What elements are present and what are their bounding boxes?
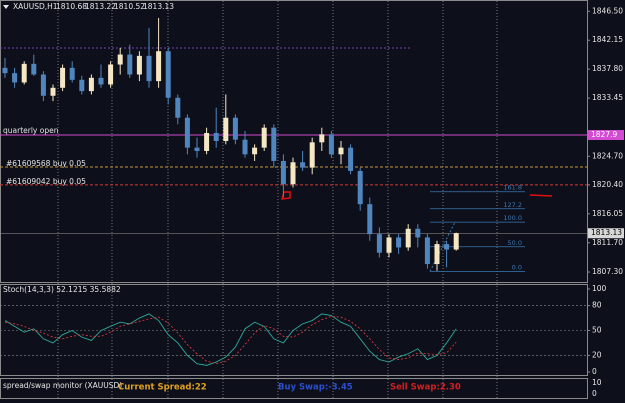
candle-body [79,79,85,92]
y-tick-label: 1816.05 [592,209,623,218]
price-tag [588,228,624,239]
candle-body [2,67,8,74]
candle-body [357,170,363,205]
stoch-tick-label: 80 [592,301,602,310]
y-tick-label: 1842.15 [592,35,623,44]
candle-body [50,87,56,96]
main-pane [0,0,588,283]
candle-body [300,162,306,168]
monitor-item: Sell Swap:2.30 [390,383,461,393]
candle-body [319,134,325,143]
stoch-tick-label: 20 [592,350,602,359]
candle-body [60,67,66,88]
candle-body [165,51,171,98]
monitor-tick-label: 0 [592,389,597,398]
y-tick-label: 1820.40 [592,180,623,189]
candle-body [280,160,286,185]
candle-body [232,117,238,140]
fib-label: 100.0 [503,214,522,222]
fib-label: 50.0 [508,239,522,247]
candle-body [146,55,152,82]
annotation [280,191,291,200]
menu-arrow[interactable] [3,5,9,9]
candle-body [261,127,267,148]
candle-body [31,63,37,75]
candle-body [434,244,440,265]
candle-body [453,233,459,250]
candle-body [127,54,133,75]
candle-body [242,139,248,155]
fib-label: 127.2 [503,201,522,209]
stoch-main [4,313,457,366]
candle-body [69,67,75,80]
symbol: XAUUSD,H1 [13,2,58,11]
y-tick-label: 1811.70 [592,238,623,247]
candle-body [156,51,162,82]
monitor-tick-label: 10 [592,378,602,387]
candle-body [444,244,450,250]
y-tick-label: 1846.50 [592,6,623,15]
candle-body [396,237,402,248]
candle-body [309,142,315,168]
candle-body [338,147,344,155]
candle-body [290,162,296,185]
candle-body [415,228,421,238]
candle-body [40,74,46,96]
candle-body [184,117,190,148]
candle-body [328,134,334,155]
price-tag [588,130,624,141]
order-label: #61609568 buy 0.05 [6,159,86,168]
annotation [529,194,553,197]
y-tick-label: 1807.30 [592,267,623,276]
candle-body [252,147,258,155]
monitor-item: Buy Swap:-3.45 [278,383,353,393]
y-tick-label: 1837.80 [592,64,623,73]
candle-body [98,77,104,85]
stoch-tick-label: 50 [592,326,602,335]
open: 1810.68 [56,2,87,11]
candle-body [117,54,123,65]
monitor-item: Current Spread:22 [118,383,207,393]
candle-body [194,147,200,151]
candle-body [213,133,219,141]
candle-body [12,73,18,83]
candle-body [376,234,382,253]
fib-label: 161.8 [503,184,522,192]
stoch-signal [4,315,457,365]
candle-body [386,237,392,253]
order-label: #61609042 buy 0.05 [6,177,86,186]
candle-body [175,97,181,118]
y-tick-label: 1833.45 [592,93,623,102]
candle-body [271,127,277,161]
stoch-tick-label: 0 [592,367,597,376]
monitor-title: spread/swap monitor (XAUUSD) [3,381,122,390]
candle-body [348,147,354,171]
price-tag-label: 1827.9 [591,130,617,139]
candle-body [21,63,27,83]
candle-body [108,64,114,85]
candle-body [405,228,411,248]
close: 1813.13 [143,2,174,11]
level-label: quarterly open [3,126,59,135]
monitor-pane [0,378,588,399]
y-tick-label: 1824.70 [592,151,623,160]
candle-body [424,237,430,265]
candle-body [136,55,142,75]
fib-label: 0.0 [512,263,522,271]
low: 1810.52 [114,2,145,11]
candle-body [88,77,94,92]
candle-body [367,204,373,235]
candle-body [204,133,210,151]
stoch-tick-label: 100 [592,284,607,293]
stoch-title: Stoch(14,3,3) 52.1215 35.5882 [3,285,121,294]
candle-body [223,117,229,141]
price-tag-label: 1813.13 [591,228,622,237]
fib-base [429,221,456,272]
high: 1813.22 [85,2,116,11]
